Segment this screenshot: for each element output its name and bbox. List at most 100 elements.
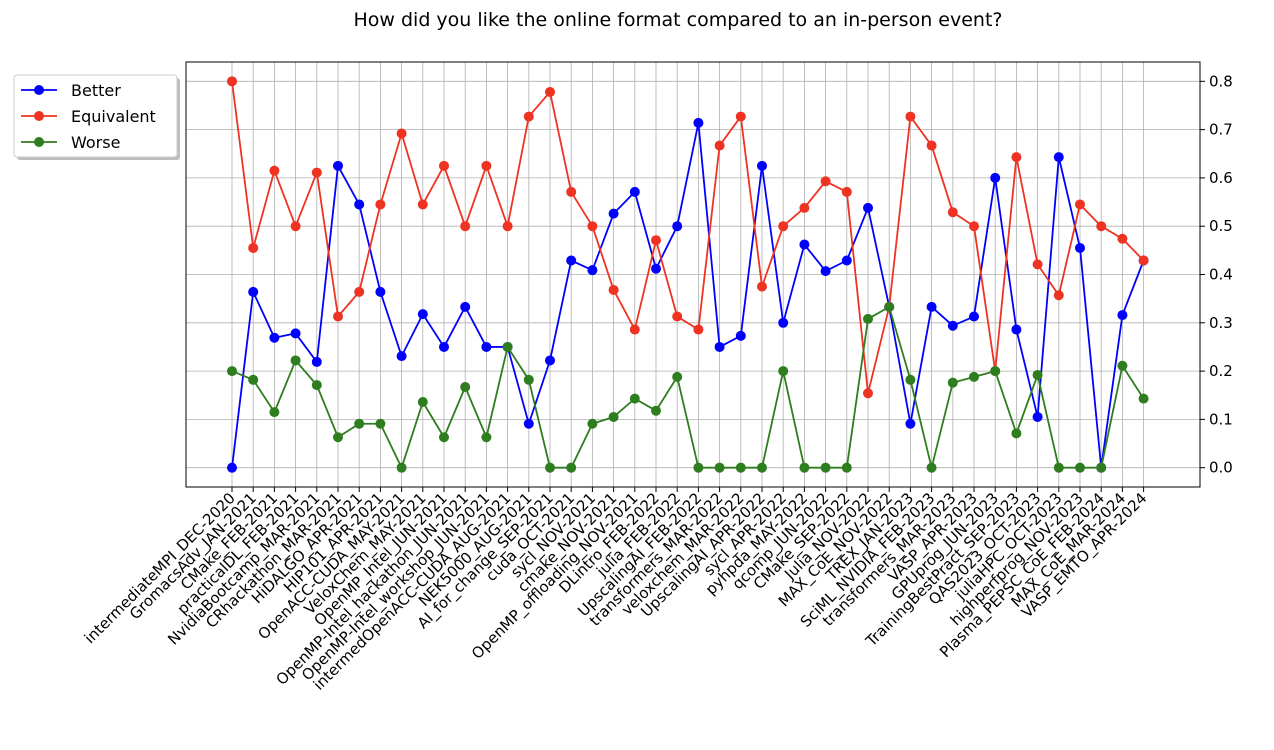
data-point	[354, 418, 365, 429]
data-point	[672, 221, 683, 232]
data-point	[439, 160, 449, 171]
data-point	[290, 221, 301, 232]
data-point	[629, 186, 640, 197]
data-point	[1032, 259, 1043, 270]
data-point	[248, 242, 259, 253]
data-point	[905, 111, 916, 122]
y-tick-label: 0.6	[1209, 169, 1233, 187]
data-point	[969, 371, 979, 382]
data-point	[1011, 152, 1022, 163]
data-point	[1032, 369, 1043, 380]
legend-item-worse: Worse	[21, 133, 120, 152]
data-point	[396, 128, 407, 139]
data-point	[820, 462, 831, 473]
y-tick-label: 0.1	[1209, 410, 1233, 428]
data-point	[1011, 324, 1022, 335]
data-point	[693, 462, 704, 473]
data-point	[311, 356, 322, 367]
data-point	[799, 462, 810, 473]
data-point	[481, 160, 492, 171]
data-point	[757, 281, 767, 292]
legend-item-equivalent: Equivalent	[21, 107, 156, 126]
data-point	[714, 341, 725, 352]
data-point	[269, 407, 280, 418]
data-point	[863, 388, 873, 399]
y-tick-label: 0.5	[1209, 217, 1233, 235]
y-tick-label: 0.8	[1209, 72, 1233, 90]
data-point	[990, 172, 1001, 183]
legend-label: Equivalent	[71, 107, 156, 126]
legend-item-better: Better	[21, 81, 121, 100]
legend-marker	[34, 111, 44, 121]
data-point	[1096, 462, 1107, 473]
data-point	[290, 355, 301, 366]
data-point	[778, 317, 789, 328]
data-point	[990, 366, 1001, 377]
data-point	[969, 311, 979, 322]
data-point	[311, 380, 322, 391]
data-point	[523, 374, 534, 385]
data-point	[714, 462, 725, 473]
data-point	[290, 328, 301, 339]
data-point	[947, 320, 958, 331]
data-point	[608, 208, 619, 219]
data-point	[969, 221, 979, 232]
data-point	[269, 332, 280, 343]
data-point	[587, 265, 598, 276]
series-worse	[227, 301, 1149, 473]
series-line	[231, 305, 1145, 469]
data-point	[545, 86, 555, 97]
data-point	[841, 462, 852, 473]
data-point	[545, 355, 555, 366]
legend: Better Equivalent Worse	[13, 74, 180, 160]
data-point	[1096, 221, 1107, 232]
data-point	[417, 309, 428, 320]
data-point	[396, 462, 407, 473]
data-point	[481, 341, 492, 352]
data-point	[502, 221, 513, 232]
data-point	[354, 286, 365, 297]
data-point	[460, 301, 471, 312]
data-point	[587, 418, 598, 429]
data-point	[651, 263, 661, 274]
y-tick-label: 0.3	[1209, 314, 1233, 332]
data-point	[248, 374, 259, 385]
data-point	[333, 311, 343, 322]
series-line	[231, 81, 1145, 395]
data-point	[439, 432, 449, 443]
data-point	[227, 76, 237, 87]
data-point	[672, 311, 683, 322]
data-point	[227, 462, 237, 473]
data-point	[375, 286, 386, 297]
data-point	[375, 199, 386, 210]
data-point	[884, 301, 895, 312]
data-point	[947, 207, 958, 218]
data-point	[545, 462, 555, 473]
data-point	[566, 462, 577, 473]
data-point	[587, 221, 598, 232]
data-point	[926, 301, 937, 312]
data-point	[417, 397, 428, 407]
legend-label: Better	[71, 81, 121, 100]
data-point	[693, 324, 704, 335]
data-point	[1053, 152, 1064, 163]
data-point	[523, 111, 534, 122]
data-point	[905, 418, 916, 429]
data-point	[1117, 233, 1128, 244]
data-point	[460, 382, 471, 393]
data-point	[905, 374, 916, 385]
data-point	[1117, 360, 1128, 371]
data-point	[778, 221, 789, 232]
data-point	[1053, 462, 1064, 473]
data-point	[820, 176, 831, 187]
data-point	[1138, 393, 1149, 404]
series-equivalent	[227, 76, 1149, 399]
data-point	[947, 377, 958, 388]
data-point	[651, 405, 661, 416]
data-point	[1053, 290, 1064, 301]
data-point	[778, 366, 789, 377]
y-tick-label: 0.2	[1209, 362, 1233, 380]
y-tick-label: 0.7	[1209, 121, 1233, 139]
data-point	[714, 140, 725, 151]
